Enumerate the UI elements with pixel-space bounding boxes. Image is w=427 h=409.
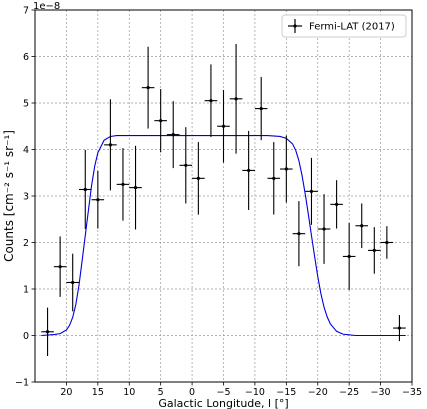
y-axis-label: Counts [cm⁻² s⁻¹ sr⁻¹] xyxy=(2,130,16,262)
data-marker xyxy=(234,97,238,101)
data-point xyxy=(229,43,243,154)
data-point xyxy=(66,253,79,312)
data-marker xyxy=(133,186,138,190)
x-tick-label: −20 xyxy=(308,387,328,398)
data-marker xyxy=(171,133,175,137)
y-multiplier-label: 1e−8 xyxy=(33,1,60,12)
data-point xyxy=(91,170,105,229)
data-marker xyxy=(159,119,163,123)
data-point xyxy=(166,101,180,169)
data-point xyxy=(116,148,130,221)
y-tick-label: 5 xyxy=(23,99,29,110)
x-tick-label: 5 xyxy=(158,387,164,398)
data-marker xyxy=(347,254,351,259)
data-marker xyxy=(209,99,213,103)
model-curve xyxy=(41,135,406,337)
data-marker xyxy=(221,124,226,128)
data-marker xyxy=(247,168,251,173)
x-tick-label: −10 xyxy=(245,387,265,398)
y-tick-label: 1 xyxy=(23,285,29,296)
y-tick-label: 3 xyxy=(23,192,29,203)
data-point xyxy=(305,157,318,225)
data-marker xyxy=(272,176,276,180)
data-point xyxy=(41,307,54,356)
data-point xyxy=(317,194,331,264)
data-point xyxy=(179,127,193,204)
x-tick-label: −5 xyxy=(216,387,230,398)
data-marker xyxy=(322,227,326,231)
data-point xyxy=(242,130,255,210)
model-curve-layer xyxy=(41,135,406,337)
data-marker xyxy=(196,176,200,180)
data-point xyxy=(204,64,218,137)
x-axis-label: Galactic Longitude, l [°] xyxy=(158,397,288,409)
data-point xyxy=(330,180,343,229)
data-point xyxy=(393,315,406,342)
data-point xyxy=(78,149,92,230)
data-marker xyxy=(184,163,188,167)
data-point xyxy=(104,99,117,191)
y-tick-label: 6 xyxy=(23,52,29,63)
data-point xyxy=(292,201,306,267)
x-tick-label: 0 xyxy=(189,387,195,398)
data-layer xyxy=(41,43,406,356)
data-point xyxy=(368,227,381,274)
data-point xyxy=(154,89,167,153)
data-marker xyxy=(121,182,125,186)
data-point xyxy=(355,203,369,249)
legend-box xyxy=(281,14,407,38)
y-tick-label: 2 xyxy=(23,238,29,249)
data-point xyxy=(217,89,230,163)
data-marker xyxy=(335,202,339,206)
data-marker xyxy=(360,224,364,228)
data-point xyxy=(280,135,293,203)
data-marker xyxy=(397,326,402,330)
y-tick-label: 0 xyxy=(23,331,29,342)
data-marker xyxy=(385,240,389,245)
x-tick-label: −30 xyxy=(371,387,391,398)
y-tick-label: 4 xyxy=(23,145,29,156)
legend-marker-dot xyxy=(293,24,297,28)
data-marker xyxy=(45,330,50,334)
data-marker xyxy=(309,189,314,193)
data-marker xyxy=(108,143,112,147)
data-point xyxy=(192,142,205,215)
data-marker xyxy=(83,187,87,192)
x-tick-label: 15 xyxy=(92,387,104,398)
legend: Fermi-LAT (2017) xyxy=(281,14,407,38)
data-point xyxy=(267,142,281,215)
data-point xyxy=(254,76,268,141)
data-point xyxy=(53,236,67,297)
x-tick-label: 10 xyxy=(123,387,135,398)
data-marker xyxy=(297,232,301,236)
y-tick-label: 7 xyxy=(23,6,29,17)
x-tick-label: −15 xyxy=(276,387,296,398)
data-marker xyxy=(284,167,288,171)
data-marker xyxy=(71,280,75,285)
data-point xyxy=(129,145,142,230)
y-tick-label: −1 xyxy=(15,378,29,389)
x-tick-label: −25 xyxy=(339,387,359,398)
data-marker xyxy=(146,86,150,90)
data-point xyxy=(342,222,356,290)
data-point xyxy=(141,46,155,129)
legend-label: Fermi-LAT (2017) xyxy=(309,22,395,33)
x-tick-label: 20 xyxy=(60,387,72,398)
data-marker xyxy=(259,106,263,111)
data-marker xyxy=(96,198,100,202)
x-tick-label: −35 xyxy=(402,387,422,398)
data-point xyxy=(380,226,394,259)
data-marker xyxy=(58,265,62,269)
data-marker xyxy=(372,248,376,253)
